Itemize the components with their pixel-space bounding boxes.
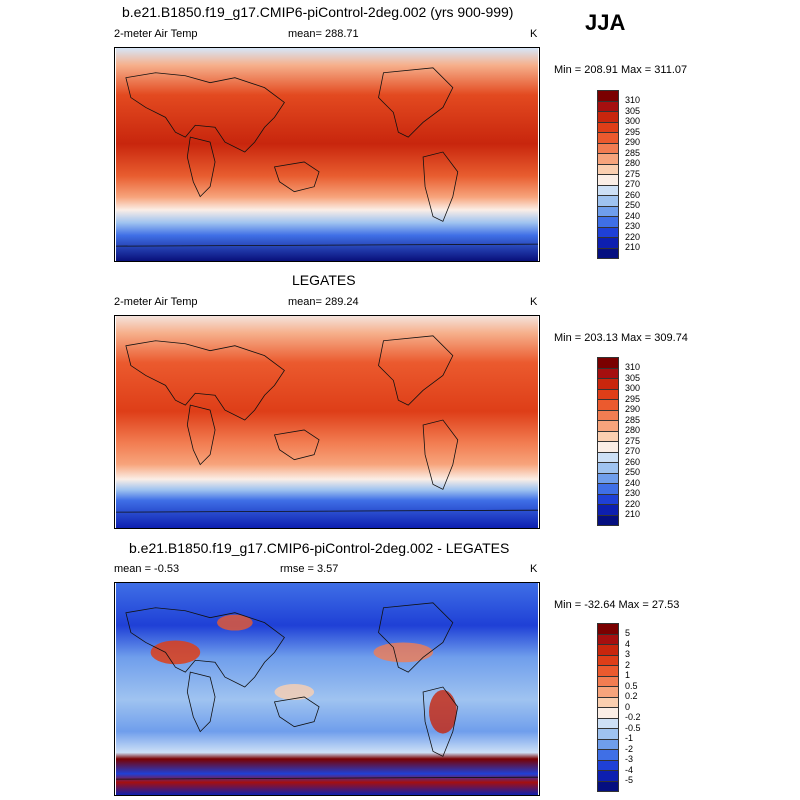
colorbar-tick-label: 310 [625,95,641,105]
colorbar-tick-label: 230 [625,221,641,231]
panel-2-map [114,315,540,529]
panel-2-unit-label: K [530,296,538,308]
panel-1-mean-label: mean= 288.71 [288,28,359,40]
colorbar-tick-label: 285 [625,147,641,158]
panel-3-map [114,582,540,796]
colorbar-tick-label: 220 [625,498,641,509]
colorbar-tick-label: 295 [625,126,641,137]
colorbar-tick-label: 260 [625,189,641,200]
colorbar-tick-label: 240 [625,210,641,221]
panel-3-rmse-label: rmse = 3.57 [280,563,339,575]
colorbar-tick-label: 2 [625,659,631,670]
panel-3-minmax-label: Min = -32.64 Max = 27.53 [554,599,680,611]
panel-1-title: b.e21.B1850.f19_g17.CMIP6-piControl-2deg… [122,4,514,20]
panel-2-title: LEGATES [292,272,356,288]
panel-2-continents [115,335,539,513]
panel-3-mean-label: mean = -0.53 [114,563,180,575]
colorbar-tick-label: 210 [625,509,641,519]
colorbar-tick-label: 250 [625,200,641,210]
colorbar-tick-label: 275 [625,435,641,446]
panel-1-variable-label: 2-meter Air Temp [114,28,198,40]
colorbar-tick-label: 305 [625,372,641,383]
colorbar-tick-label: 4 [625,638,631,649]
panel-1-unit-label: K [530,28,538,40]
colorbar-swatch [597,514,619,526]
colorbar-swatch [597,247,619,259]
season-label: JJA [585,10,626,35]
colorbar-tick-label: 0.5 [625,680,638,691]
colorbar-tick-label: 0 [625,701,631,712]
colorbar-tick-label: 290 [625,404,641,414]
colorbar-tick-label: 5 [625,628,631,638]
colorbar-tick-label: -4 [625,764,634,775]
colorbar-tick-label: 270 [625,446,641,456]
colorbar-tick-label: -1 [625,733,634,743]
colorbar-tick-label: 1 [625,670,631,680]
colorbar-tick-label: 300 [625,383,641,393]
panel-2-minmax-label: Min = 203.13 Max = 309.74 [554,332,688,344]
colorbar-tick-label: 250 [625,467,641,477]
colorbar-tick-label: -5 [625,775,634,785]
panel-3-title: b.e21.B1850.f19_g17.CMIP6-piControl-2deg… [129,540,510,556]
colorbar-tick-label: 0.2 [625,691,638,701]
colorbar-tick-label: 260 [625,456,641,467]
panel-3-continents [115,602,539,780]
colorbar-tick-label: -0.2 [625,712,641,722]
colorbar-tick-label: 3 [625,649,631,659]
colorbar-tick-label: 270 [625,179,641,189]
colorbar-tick-label: -2 [625,743,634,754]
colorbar-tick-label: 275 [625,168,641,179]
colorbar-tick-label: 280 [625,158,641,168]
colorbar-tick-label: 285 [625,414,641,425]
panel-3-anomaly-patches [150,614,457,734]
colorbar-tick-label: 240 [625,477,641,488]
panel-2-variable-label: 2-meter Air Temp [114,296,198,308]
colorbar-tick-label: -0.5 [625,722,641,733]
colorbar-tick-label: 305 [625,105,641,116]
colorbar-tick-label: 300 [625,116,641,126]
panel-2-mean-label: mean= 289.24 [288,296,359,308]
panel-3-unit-label: K [530,563,538,575]
colorbar-tick-label: 295 [625,393,641,404]
colorbar-tick-label: 230 [625,488,641,498]
colorbar-tick-label: 310 [625,362,641,372]
panel-1-map [114,47,540,262]
colorbar-tick-label: 210 [625,242,641,252]
panel-1-minmax-label: Min = 208.91 Max = 311.07 [554,64,688,76]
panel-1-continents [115,67,539,247]
colorbar-tick-label: -3 [625,754,634,764]
colorbar-tick-label: 290 [625,137,641,147]
colorbar-tick-label: 280 [625,425,641,435]
colorbar-tick-label: 220 [625,231,641,242]
colorbar-swatch [597,780,619,792]
